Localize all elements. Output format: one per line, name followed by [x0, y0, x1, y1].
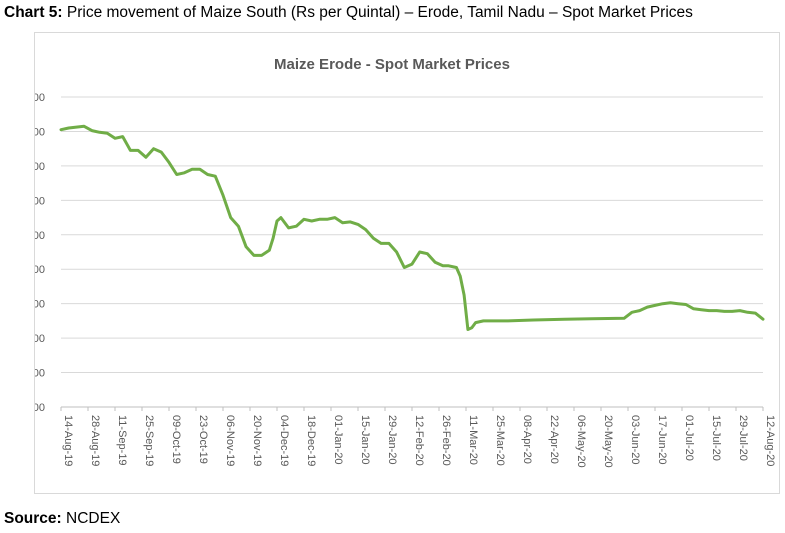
- caption-text: Price movement of Maize South (Rs per Qu…: [62, 4, 693, 21]
- x-tick-label: 20-Nov-19: [251, 415, 263, 466]
- source-label: Source:: [4, 510, 62, 527]
- chart-caption: Chart 5: Price movement of Maize South (…: [4, 4, 693, 22]
- x-tick-label: 25-Mar-20: [494, 415, 506, 466]
- series-line: [59, 124, 765, 331]
- plot-area: [59, 124, 765, 331]
- x-tick-label: 22-Apr-20: [548, 415, 560, 464]
- x-tick-label: 26-Feb-20: [440, 415, 452, 466]
- gridlines: [61, 96, 763, 408]
- y-tick-label: 1000: [35, 402, 45, 414]
- line-chart: Maize Erode - Spot Market Prices 1000 120…: [35, 56, 776, 468]
- y-tick-label: 2400: [35, 161, 45, 173]
- x-tick-label: 11-Mar-20: [467, 415, 479, 465]
- source-text: NCDEX: [61, 510, 121, 527]
- x-tick-label: 06-Nov-19: [224, 415, 236, 466]
- x-tick-label: 23-Oct-19: [197, 415, 209, 464]
- x-tick-label: 29-Jul-20: [737, 415, 749, 461]
- x-tick-label: 17-Jun-20: [656, 415, 668, 465]
- x-tick-label: 03-Jun-20: [629, 415, 641, 465]
- x-tick-label: 12-Aug-20: [764, 415, 776, 466]
- x-axis: 14-Aug-19 28-Aug-19 11-Sep-19 25-Sep-19 09-O…: [60, 406, 776, 468]
- x-tick-label: 28-Aug-19: [89, 415, 101, 466]
- x-tick-label: 06-May-20: [575, 415, 587, 468]
- y-tick-label: 2600: [35, 126, 45, 138]
- y-tick-label: 1200: [35, 368, 45, 380]
- y-axis: 1000 1200 1400 1600 1800 2000 2200 2400 2600 2800: [35, 92, 45, 414]
- caption-label: Chart 5:: [4, 4, 63, 21]
- x-tick-label: 15-Jan-20: [359, 415, 371, 465]
- chart-frame: Maize Erode - Spot Market Prices 1000 120…: [34, 32, 780, 494]
- y-tick-label: 2000: [35, 230, 45, 242]
- y-tick-label: 2800: [35, 92, 45, 104]
- x-tick-label: 14-Aug-19: [62, 415, 74, 466]
- x-tick-label: 11-Sep-19: [116, 415, 128, 466]
- x-tick-label: 01-Jul-20: [683, 415, 695, 461]
- source-note: Source: NCDEX: [4, 510, 120, 528]
- x-tick-label: 09-Oct-19: [170, 415, 182, 464]
- x-tick-label: 15-Jul-20: [710, 415, 722, 461]
- x-tick-label: 25-Sep-19: [143, 415, 155, 466]
- x-tick-label: 20-May-20: [602, 415, 614, 468]
- y-tick-label: 1800: [35, 264, 45, 276]
- x-tick-label: 04-Dec-19: [278, 415, 290, 466]
- x-tick-label: 29-Jan-20: [386, 415, 398, 465]
- chart-title: Maize Erode - Spot Market Prices: [274, 56, 510, 73]
- x-tick-label: 18-Dec-19: [305, 415, 317, 466]
- x-tick-label: 12-Feb-20: [413, 415, 425, 466]
- y-tick-label: 1600: [35, 299, 45, 311]
- x-tick-label: 08-Apr-20: [521, 415, 533, 464]
- y-tick-label: 1400: [35, 333, 45, 345]
- x-tick-label: 01-Jan-20: [332, 415, 344, 465]
- y-tick-label: 2200: [35, 195, 45, 207]
